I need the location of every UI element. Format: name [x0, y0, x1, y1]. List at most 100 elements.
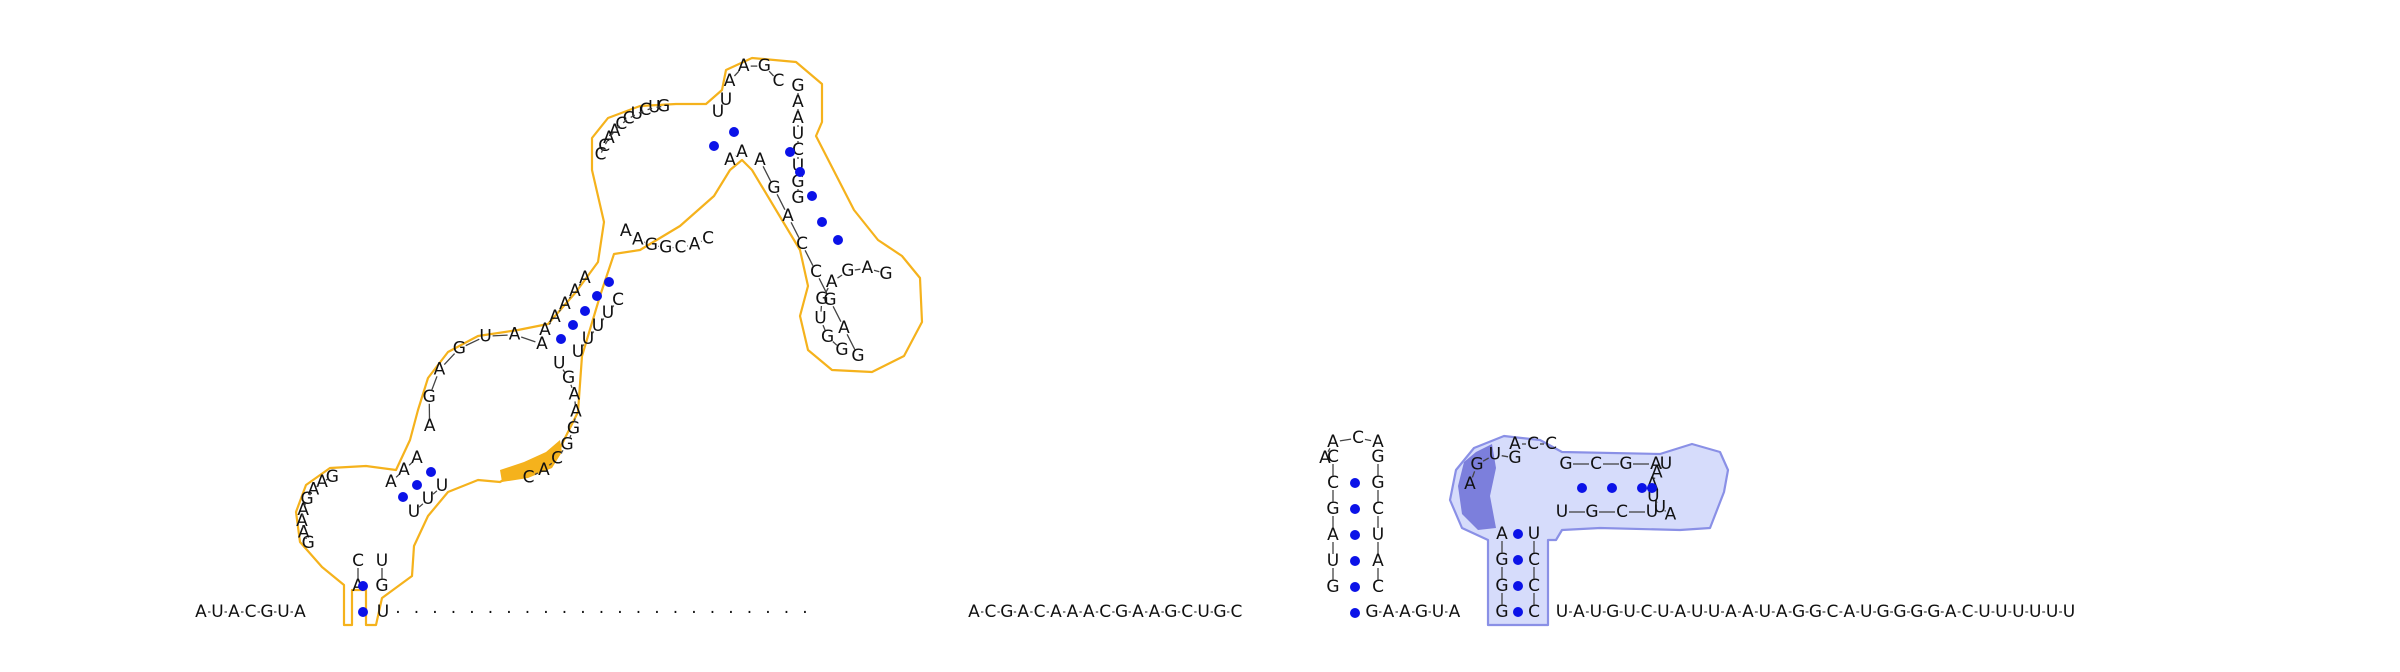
nucleotide-base: A — [1509, 434, 1521, 454]
base-pair-dot — [556, 334, 566, 344]
nucleotide-base: C — [1641, 602, 1653, 622]
nucleotide-base: A — [1674, 602, 1686, 622]
backbone-gap-dot: . — [562, 598, 567, 618]
base-pair-dot — [817, 217, 827, 227]
nucleotide-base: C — [245, 602, 257, 622]
backbone-dash — [325, 478, 329, 481]
nucleotide-base: A — [570, 402, 582, 422]
nucleotide-base: A — [1399, 602, 1411, 622]
backbone-dash — [432, 490, 438, 495]
orange-highlight-region — [500, 440, 562, 482]
nucleotide-base: G — [645, 235, 658, 255]
base-pair-dot — [1637, 483, 1647, 493]
nucleotide-base: G — [841, 261, 854, 281]
nucleotide-base: C — [523, 468, 535, 488]
nucleotide-base: A — [1050, 602, 1062, 622]
nucleotide-base: G — [1508, 448, 1521, 468]
nucleotide-base: G — [1893, 602, 1906, 622]
nucleotide-base: U — [277, 602, 289, 622]
nucleotide-base: U — [602, 303, 614, 323]
nucleotide-base: C — [1372, 499, 1384, 519]
nucleotide-base: A — [195, 602, 207, 622]
nucleotide-base: G — [1164, 602, 1177, 622]
nucleotide-base: U — [631, 104, 643, 124]
backbone-dash — [569, 434, 572, 439]
nucleotide-base: A — [536, 334, 548, 354]
backbone-dash — [581, 344, 585, 347]
nucleotide-base: U — [1995, 602, 2007, 622]
nucleotide-base: U — [1657, 602, 1669, 622]
nucleotide-base: U — [582, 329, 594, 349]
backbone-dash — [832, 306, 842, 322]
nucleotide-base: G — [1585, 502, 1598, 522]
backbone-dash — [573, 418, 576, 422]
nucleotide-base: U — [1556, 502, 1568, 522]
backbone-dash — [822, 324, 826, 331]
nucleotide-base: A — [298, 523, 310, 543]
domain-outlines — [294, 56, 1730, 627]
nucleotide-base: A — [1651, 462, 1663, 482]
nucleotide-base: U — [1432, 602, 1444, 622]
backbone-dash — [316, 484, 320, 488]
backbone-dash — [1482, 457, 1490, 462]
backbone-gap-dot: . — [543, 598, 548, 618]
nucleotide-base: G — [758, 56, 771, 76]
nucleotide-base: A — [297, 500, 309, 520]
nucleotide-base: A — [792, 92, 804, 112]
nucleotide-base: U — [1556, 602, 1568, 622]
nucleotide-base: A — [968, 602, 980, 622]
nucleotide-base: C — [1327, 447, 1339, 467]
nucleotide-base: C — [598, 136, 610, 156]
backbone-dash — [790, 222, 800, 238]
nucleotide-base: G — [1809, 602, 1822, 622]
nucleotide-base: A — [1449, 602, 1461, 622]
nucleotide-base: G — [657, 96, 670, 116]
backbone-dash — [309, 492, 312, 496]
backbone-dash — [548, 322, 552, 325]
nucleotide-base: A — [1327, 432, 1339, 452]
nucleotide-base: U — [436, 476, 448, 496]
base-pair-dot — [785, 147, 795, 157]
nucleotide-base: A — [1372, 551, 1384, 571]
nucleotide-base: U — [572, 342, 584, 362]
blue-loop-highlight-region — [1458, 444, 1496, 530]
nucleotide-base: U — [1660, 454, 1672, 474]
nucleotide-base: G — [1000, 602, 1013, 622]
backbone-gap-dot: . — [691, 598, 696, 618]
backbone-dash — [304, 502, 307, 506]
nucleotide-base: U — [1623, 602, 1635, 622]
base-pair-dot — [807, 191, 817, 201]
nucleotide-base: A — [1372, 432, 1384, 452]
nucleotide-base: A — [569, 281, 581, 301]
nucleotide-base: G — [1495, 576, 1508, 596]
backbone-gap-dot: . — [617, 598, 622, 618]
nucleotide-base: A — [1149, 602, 1161, 622]
nucleotide-base: U — [1489, 445, 1501, 465]
nucleotide-base: A — [724, 71, 736, 91]
base-pair-dot — [1577, 483, 1587, 493]
backbone-gap-dot: . — [802, 598, 807, 618]
nucleotide-base: G — [1606, 602, 1619, 622]
nucleotide-base: C — [772, 71, 784, 91]
nucleotide-base: U — [1759, 602, 1771, 622]
nucleotide-base: U — [1197, 602, 1209, 622]
nucleotide-base: C — [810, 262, 822, 282]
backbone-gap-dot: . — [654, 598, 659, 618]
backbone-dash — [873, 269, 880, 273]
nucleotide-base: G — [1910, 602, 1923, 622]
backbone-gap-dot: . — [599, 598, 604, 618]
nucleotide-base: A — [754, 150, 766, 170]
backbone-dash — [611, 305, 615, 308]
backbone-dash — [818, 278, 828, 294]
nucleotide-base: C — [1327, 473, 1339, 493]
nucleotide-base: G — [326, 467, 339, 487]
nucleotide-base: U — [1372, 525, 1384, 545]
nucleotide-base: G — [1470, 455, 1483, 475]
nucleotide-base: U — [1708, 602, 1720, 622]
backbone-dash — [609, 132, 614, 137]
nucleotide-base: C — [796, 234, 808, 254]
nucleotide-base: C — [1545, 434, 1557, 454]
nucleotide-base: A — [792, 108, 804, 128]
nucleotide-base: G — [1927, 602, 1940, 622]
nucleotide-base: A — [838, 318, 850, 338]
